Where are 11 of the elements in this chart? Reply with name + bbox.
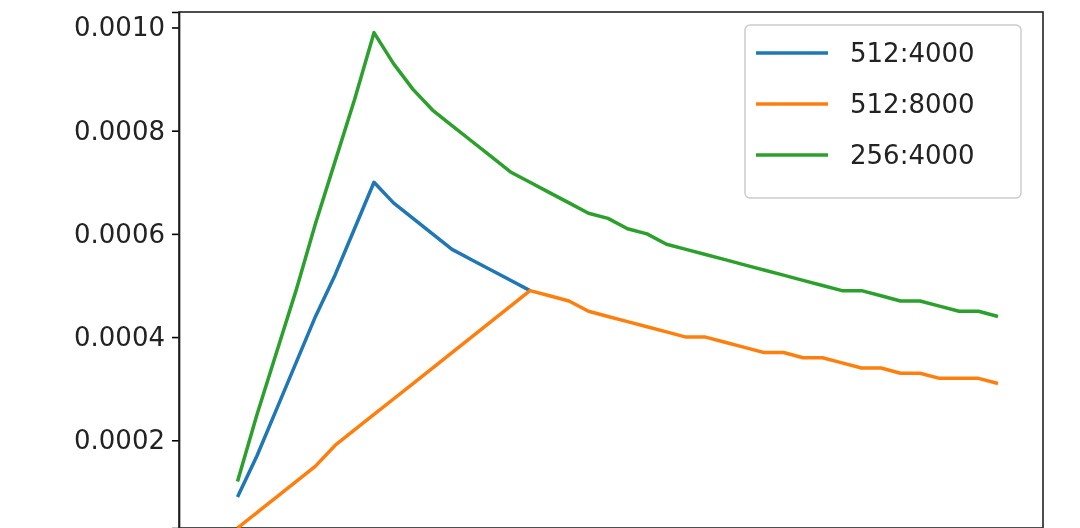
y-tick-label: 0.0004 — [74, 321, 165, 352]
y-tick-label: 0.0006 — [74, 218, 165, 249]
legend-label: 512:8000 — [850, 89, 975, 120]
line-series — [235, 30, 1000, 484]
y-tick-label: 0.0008 — [74, 115, 165, 146]
legend-label: 256:4000 — [850, 140, 975, 171]
y-tick-label: 0.0002 — [74, 425, 165, 456]
y-tick-label: 0.0010 — [74, 12, 165, 43]
legend-label: 512:4000 — [850, 38, 975, 69]
line-series — [235, 288, 1000, 528]
line-series — [235, 180, 532, 499]
